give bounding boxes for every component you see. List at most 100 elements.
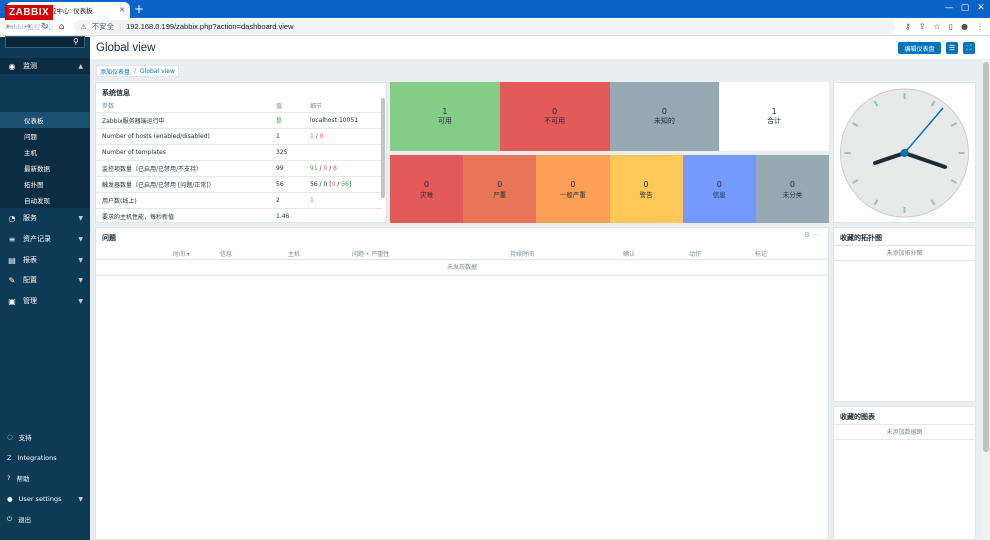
severity-cell[interactable]: 0 未分类 <box>755 155 830 223</box>
table-row: Zabbix服务器端运行中是 localhost:10051 <box>96 112 382 129</box>
clock-tick <box>873 100 879 107</box>
more-icon[interactable]: ⋯ <box>812 231 820 239</box>
page-header <box>90 37 990 59</box>
menu-services[interactable]: ◔ 服务 ▼ <box>0 210 90 226</box>
severity-cell[interactable]: 0 严重 <box>463 155 537 223</box>
menu-user-settings[interactable]: ● User settings ▼ <box>0 491 90 507</box>
menu-integrations[interactable]: Z Integrations <box>0 450 90 466</box>
fullscreen-button[interactable]: ⛶ <box>963 42 975 54</box>
column-time[interactable]: 时间 ▾ <box>173 251 190 258</box>
search-input[interactable] <box>5 36 85 48</box>
submenu-hosts[interactable]: 主机 <box>0 144 90 160</box>
availability-cell[interactable]: 1 合计 <box>719 82 829 151</box>
tab-title: Zabbix监控中心: 仪表板 <box>24 8 93 15</box>
availability-count: 0 <box>661 107 667 116</box>
menu-help[interactable]: ? 帮助 <box>0 470 90 486</box>
severity-count: 0 <box>570 179 576 189</box>
severity-label: 一般严重 <box>559 190 586 199</box>
share-icon[interactable]: ⇪ <box>918 22 926 31</box>
server-name: Zabbix监控中心 <box>5 23 54 31</box>
severity-label: 信息 <box>712 190 726 199</box>
value-cell: 56 <box>270 176 304 193</box>
value-cell: 1 <box>270 128 304 145</box>
detail-cell: 56 / 0 [0 / 56] <box>304 176 382 193</box>
detail-part: / <box>313 132 320 140</box>
widget-scrollbar[interactable] <box>381 98 385 198</box>
star-icon[interactable]: ☆ <box>933 22 941 31</box>
availability-cell[interactable]: 0 不可用 <box>499 82 610 151</box>
menu-monitoring[interactable]: ◉ 监测 ▲ <box>0 58 90 74</box>
menu-reports[interactable]: ▤ 报表 ▼ <box>0 252 90 268</box>
home-icon[interactable]: ⌂ <box>58 21 65 32</box>
severity-cell[interactable]: 0 一般严重 <box>536 155 610 223</box>
breadcrumb-parent[interactable]: 添加仪表盘 <box>100 68 131 76</box>
severity-cell[interactable]: 0 灾难 <box>390 155 464 223</box>
menu-inventory-label: 资产记录 <box>23 235 51 243</box>
key-icon[interactable]: ⚷ <box>904 22 911 31</box>
back-icon[interactable]: ← <box>6 21 14 32</box>
support-icon: ◌ <box>7 433 13 441</box>
menu-monitoring-label: 监测 <box>23 62 37 70</box>
menu-signout[interactable]: ⏻ 退出 <box>0 511 90 527</box>
close-window-button[interactable]: ✕ <box>977 3 985 13</box>
breadcrumb: 添加仪表盘 / Global view <box>96 65 179 77</box>
page-title: Global view <box>96 42 156 54</box>
detail-cell <box>304 144 382 161</box>
edit-dashboard-button[interactable]: 编辑仪表盘 <box>898 42 941 54</box>
gear-icon[interactable]: ⚙ <box>804 231 811 239</box>
collapse-sidebar-icon[interactable]: «▫ <box>61 6 76 15</box>
browser-menu-icon[interactable]: ⋮ <box>976 22 984 31</box>
menu-configuration[interactable]: ✎ 配置 ▼ <box>0 272 90 288</box>
menu-support[interactable]: ◌ 支持 <box>0 429 90 445</box>
availability-cell[interactable]: 0 未知的 <box>609 82 720 151</box>
page-scrollbar-thumb[interactable] <box>983 62 989 452</box>
maximize-window-button[interactable]: ▢ <box>960 3 970 13</box>
table-row: 要求的主机性能，每秒新值 1.46 <box>96 208 382 222</box>
menu-user-settings-label: User settings <box>18 495 62 503</box>
submenu-discovery[interactable]: 自动发现 <box>0 192 90 208</box>
table-row: Number of templates 325 <box>96 144 382 161</box>
breadcrumb-current[interactable]: Global view <box>140 67 175 75</box>
warning-icon: ⚠ <box>80 23 87 31</box>
menu-administration[interactable]: ▣ 管理 ▼ <box>0 293 90 309</box>
severity-label: 严重 <box>493 190 507 199</box>
minimize-window-button[interactable]: — <box>944 3 954 13</box>
detail-part: / <box>335 180 342 188</box>
problems-widget: 问题 ⚙ ⋯ 时间 ▾ 信息 主机 问题 • 严重性 持续时间 确认 动作 标记… <box>95 227 829 540</box>
close-tab-icon[interactable]: ✕ <box>119 6 125 14</box>
severity-cell[interactable]: 0 信息 <box>682 155 756 223</box>
severity-count: 0 <box>424 179 430 189</box>
value-cell: 325 <box>270 144 304 161</box>
severity-count: 0 <box>716 179 722 189</box>
menu-inventory[interactable]: ≡ 资产记录 ▼ <box>0 231 90 247</box>
submenu-maps[interactable]: 拓扑图 <box>0 176 90 192</box>
chevron-down-icon: ▼ <box>78 214 83 222</box>
url-field[interactable]: ⚠ 不安全 | 192.168.0.199/zabbix.php?action=… <box>74 19 895 34</box>
param-cell: 监控项数量（已启用/已禁用/不支持） <box>96 160 270 177</box>
column-info: 信息 <box>220 251 233 258</box>
reload-icon[interactable]: ↻ <box>41 21 49 32</box>
value-cell: 1.46 <box>270 208 304 222</box>
submenu-latest-data[interactable]: 最新数据 <box>0 160 90 176</box>
zabbix-logo[interactable]: ZABBIX <box>5 5 54 20</box>
widget-controls: ⚙ ⋯ <box>804 231 820 239</box>
value-cell: 是 <box>270 112 304 129</box>
column-tags: 标记 <box>755 251 768 258</box>
services-icon: ◔ <box>8 213 16 223</box>
url-text: 192.168.0.199/zabbix.php?action=dashboar… <box>126 22 294 31</box>
search-icon[interactable]: ⚲ <box>73 37 79 46</box>
clock-tick <box>950 122 957 127</box>
new-tab-button[interactable]: + <box>134 2 145 16</box>
sidepanel-icon[interactable]: ▯ <box>948 22 954 31</box>
severity-cell[interactable]: 0 警告 <box>609 155 683 223</box>
forward-icon[interactable]: → <box>23 21 32 32</box>
profile-icon[interactable]: ● <box>961 22 968 31</box>
availability-cell[interactable]: 1 可用 <box>390 82 500 151</box>
param-cell: Zabbix服务器端运行中 <box>96 112 270 129</box>
dashboard-menu-button[interactable]: ☰ <box>946 42 958 54</box>
chevron-down-icon: ▼ <box>78 495 83 503</box>
column-actions: 动作 <box>689 251 702 258</box>
submenu-problems[interactable]: 问题 <box>0 128 90 144</box>
severity-count: 0 <box>643 179 649 189</box>
submenu-dashboard[interactable]: 仪表板 <box>0 112 90 128</box>
